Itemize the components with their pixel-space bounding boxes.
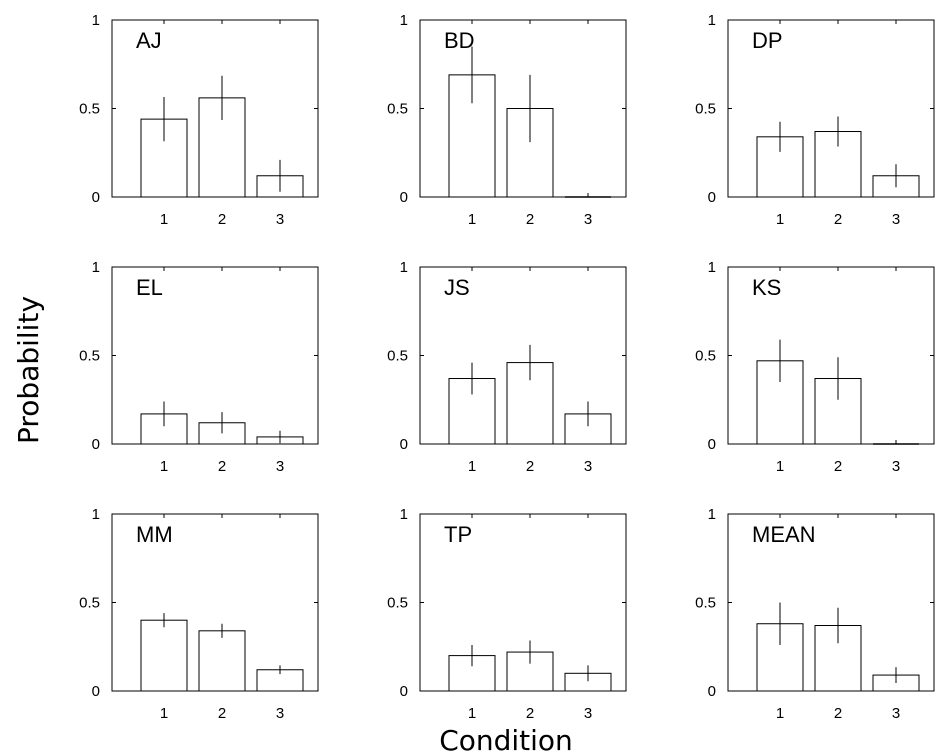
panel-label-mm: MM [136, 522, 173, 547]
y-tick-label: 0 [92, 683, 100, 700]
y-tick-label: 0 [400, 436, 408, 453]
x-tick-label: 1 [160, 705, 168, 722]
x-tick-label: 2 [218, 211, 226, 228]
x-tick-label: 3 [584, 458, 592, 475]
y-tick-label: 1 [400, 12, 408, 29]
y-tick-label: 0.5 [387, 595, 408, 612]
panels: 0 0.5 1 1 2 3 AJ 0 0.5 1 1 2 3 BD 0 0.5 1 1 2 3 DP 0 0.5 1 1 2 3 EL… [79, 12, 935, 722]
x-tick-label: 2 [526, 458, 534, 475]
panel-label-ks: KS [752, 275, 781, 300]
y-tick-label: 0 [400, 189, 408, 206]
x-tick-label: 2 [834, 211, 842, 228]
panel-label-el: EL [136, 275, 163, 300]
y-tick-label: 1 [400, 259, 408, 276]
x-tick-label: 3 [892, 211, 900, 228]
y-tick-label: 1 [92, 259, 100, 276]
panel-aj: 0 0.5 1 1 2 3 AJ [79, 12, 319, 228]
y-tick-label: 0 [92, 436, 100, 453]
y-tick-label: 0 [708, 436, 716, 453]
x-axis-label: Condition [439, 724, 573, 755]
panel-mm: 0 0.5 1 1 2 3 MM [79, 506, 319, 722]
y-tick-label: 1 [92, 12, 100, 29]
x-tick-label: 3 [276, 458, 284, 475]
x-tick-label: 3 [892, 705, 900, 722]
x-tick-label: 2 [218, 458, 226, 475]
y-axis-label: Probability [12, 296, 45, 444]
x-tick-label: 2 [834, 458, 842, 475]
x-tick-label: 2 [834, 705, 842, 722]
y-tick-label: 1 [708, 12, 716, 29]
y-tick-label: 1 [708, 259, 716, 276]
y-tick-label: 0.5 [79, 101, 100, 118]
bar-mm-2 [198, 630, 246, 692]
y-tick-label: 0 [92, 189, 100, 206]
x-tick-label: 2 [218, 705, 226, 722]
panel-ks: 0 0.5 1 1 2 3 KS [695, 259, 935, 475]
y-tick-label: 0.5 [79, 348, 100, 365]
panel-el: 0 0.5 1 1 2 3 EL [79, 259, 319, 475]
bar-mm-1 [140, 619, 188, 692]
panel-dp: 0 0.5 1 1 2 3 DP [695, 12, 935, 228]
panel-label-mean: MEAN [752, 522, 816, 547]
x-tick-label: 1 [468, 211, 476, 228]
x-tick-label: 1 [468, 705, 476, 722]
x-tick-label: 1 [776, 705, 784, 722]
bar-js-2 [506, 362, 554, 445]
y-tick-label: 0.5 [695, 101, 716, 118]
panel-js: 0 0.5 1 1 2 3 JS [387, 259, 627, 475]
x-tick-label: 1 [468, 458, 476, 475]
panel-label-bd: BD [444, 28, 475, 53]
x-tick-label: 3 [276, 705, 284, 722]
x-tick-label: 3 [276, 211, 284, 228]
bar-aj-2 [198, 97, 246, 198]
x-tick-label: 1 [160, 211, 168, 228]
panel-mean: 0 0.5 1 1 2 3 MEAN [695, 506, 935, 722]
x-tick-label: 1 [776, 458, 784, 475]
bar-tp-1 [448, 655, 496, 692]
panel-label-tp: TP [444, 522, 472, 547]
x-tick-label: 1 [160, 458, 168, 475]
y-tick-label: 1 [708, 506, 716, 523]
panel-label-aj: AJ [136, 28, 162, 53]
x-tick-label: 3 [584, 211, 592, 228]
y-tick-label: 1 [92, 506, 100, 523]
y-tick-label: 1 [400, 506, 408, 523]
y-tick-label: 0.5 [79, 595, 100, 612]
panel-tp: 0 0.5 1 1 2 3 TP [387, 506, 627, 722]
x-tick-label: 3 [584, 705, 592, 722]
y-tick-label: 0.5 [695, 595, 716, 612]
panel-label-dp: DP [752, 28, 783, 53]
y-tick-label: 0.5 [695, 348, 716, 365]
y-tick-label: 0 [708, 189, 716, 206]
x-tick-label: 1 [776, 211, 784, 228]
panel-bd: 0 0.5 1 1 2 3 BD [387, 12, 627, 228]
panel-label-js: JS [444, 275, 470, 300]
x-tick-label: 3 [892, 458, 900, 475]
y-tick-label: 0.5 [387, 348, 408, 365]
x-tick-label: 2 [526, 211, 534, 228]
x-tick-label: 2 [526, 705, 534, 722]
y-tick-label: 0 [708, 683, 716, 700]
y-tick-label: 0.5 [387, 101, 408, 118]
y-tick-label: 0 [400, 683, 408, 700]
